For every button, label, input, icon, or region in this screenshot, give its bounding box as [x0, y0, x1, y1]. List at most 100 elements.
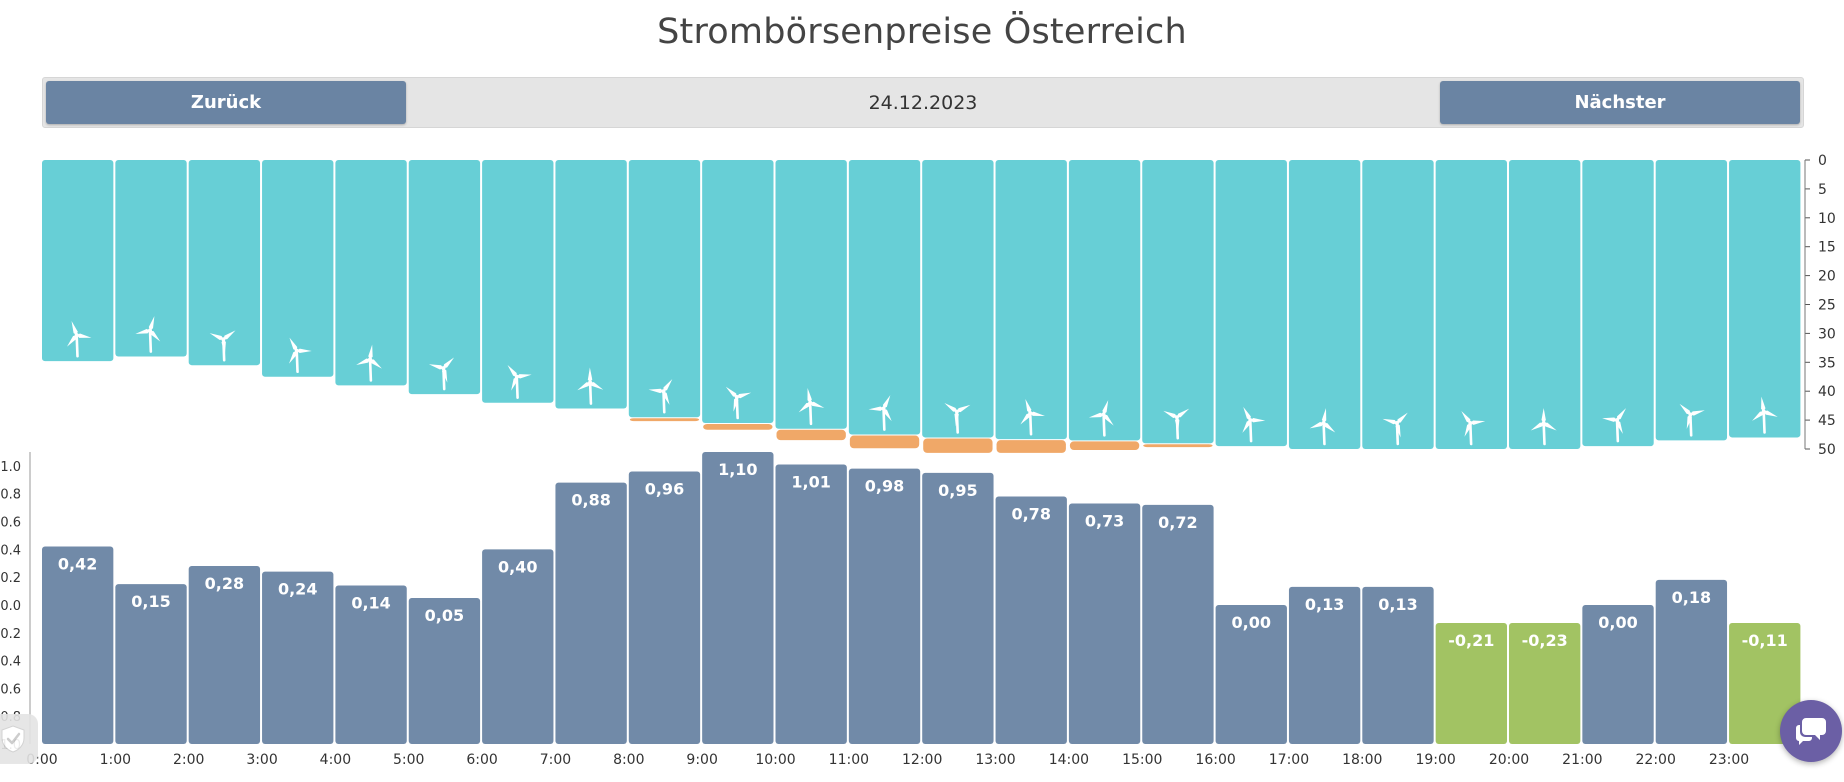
next-day-button[interactable]: Nächster: [1440, 81, 1800, 124]
price-value-label: 0,72: [1158, 513, 1197, 532]
wind-bar: [775, 160, 847, 429]
wind-turbine-icon: [725, 386, 752, 420]
previous-day-button[interactable]: Zurück: [46, 81, 406, 124]
turbine-tower: [1322, 421, 1326, 446]
price-value-label: 1,10: [718, 460, 757, 479]
turbine-blade: [1602, 417, 1618, 422]
hour-label: 6:00: [466, 752, 497, 768]
wind-bar: [42, 160, 114, 362]
price-tick-label: 0.4: [0, 543, 21, 558]
turbine-tower: [368, 358, 373, 382]
hour-label: 2:00: [173, 752, 204, 768]
wind-turbine-icon: [507, 364, 532, 400]
turbine-tower: [1028, 411, 1033, 436]
wind-bar: [1729, 160, 1801, 438]
gen-tick-label: 50: [1818, 442, 1836, 458]
turbine-hub: [294, 348, 299, 353]
wind-turbine-icon: [428, 357, 455, 391]
turbine-blade: [725, 386, 737, 397]
turbine-blade: [736, 392, 752, 399]
price-bar: [702, 452, 774, 744]
wind-turbine-icon: [577, 367, 604, 405]
turbine-blade: [71, 321, 78, 336]
turbine-hub: [808, 400, 813, 405]
wind-turbine-icon: [1602, 408, 1627, 443]
solar-bar: [1069, 441, 1140, 450]
price-value-label: 0,98: [865, 477, 904, 496]
turbine-blade: [1461, 411, 1471, 423]
turbine-hub: [1394, 421, 1399, 425]
price-bar: [1362, 586, 1434, 744]
page-title: Strombörsenpreise Österreich: [657, 12, 1187, 52]
turbine-hub: [368, 357, 373, 362]
price-bar: [1435, 622, 1507, 744]
price-value-label: 0,78: [1011, 504, 1050, 523]
turbine-tower: [1542, 421, 1546, 446]
price-value-label: 0,96: [645, 479, 684, 498]
wind-bar: [1215, 160, 1287, 447]
hour-label: 17:00: [1269, 752, 1309, 768]
turbine-blade: [956, 404, 971, 413]
turbine-blade: [1616, 420, 1623, 434]
hour-label: 20:00: [1489, 752, 1529, 768]
wind-turbine-icon: [648, 379, 673, 414]
price-tick-label: 0.2: [0, 571, 21, 586]
turbine-hub: [221, 337, 226, 342]
price-bar: [922, 472, 994, 744]
price-bar: [628, 471, 701, 744]
wind-bar: [335, 160, 407, 386]
wind-turbine-icon: [135, 316, 161, 353]
wind-bar: [555, 160, 627, 409]
wind-bar: [1288, 160, 1361, 449]
turbine-blade: [1617, 408, 1627, 421]
price-bar: [335, 585, 407, 744]
hour-label: 19:00: [1415, 752, 1455, 768]
price-value-label: 0,13: [1305, 595, 1344, 614]
wind-turbine-icon: [868, 395, 892, 431]
turbine-blade: [221, 339, 226, 355]
hour-label: 1:00: [100, 752, 131, 768]
consent-button[interactable]: [0, 714, 38, 764]
price-bar: [1215, 604, 1287, 744]
turbine-tower: [588, 381, 593, 405]
price-tick-label: 1.0: [0, 460, 21, 475]
gen-tick-label: 15: [1818, 240, 1836, 256]
wind-turbine-icon: [1679, 403, 1705, 437]
turbine-blade: [954, 411, 959, 427]
turbine-blade: [442, 368, 448, 383]
turbine-blade: [368, 344, 373, 360]
price-tick-label: 0.0: [0, 599, 21, 614]
gen-tick-label: 5: [1818, 182, 1827, 198]
solar-bar: [849, 435, 920, 449]
wind-bar: [848, 160, 921, 435]
price-value-label: -0,11: [1742, 631, 1788, 650]
turbine-blade: [1396, 412, 1408, 423]
turbine-blade: [1763, 410, 1778, 417]
turbine-blade: [1543, 422, 1557, 431]
turbine-blade: [810, 401, 825, 408]
turbine-hub: [1615, 418, 1620, 423]
turbine-blade: [1250, 418, 1266, 423]
turbine-blade: [882, 395, 891, 409]
hour-label: 13:00: [975, 752, 1015, 768]
price-bar: [115, 584, 187, 744]
gen-tick-label: 30: [1818, 326, 1836, 342]
turbine-blade: [587, 367, 593, 383]
wind-turbine-icon: [1309, 408, 1336, 446]
price-bar: [188, 566, 261, 744]
turbine-tower: [1762, 410, 1766, 434]
chat-button[interactable]: [1780, 700, 1842, 762]
price-tick-label: -0.4: [0, 655, 21, 670]
wind-turbine-icon: [209, 330, 236, 362]
price-bar: [1582, 604, 1654, 744]
price-bar: [1509, 622, 1581, 744]
turbine-hub: [1174, 415, 1179, 420]
hour-label: 16:00: [1195, 752, 1235, 768]
price-value-label: 0,73: [1085, 511, 1124, 530]
turbine-hub: [1101, 412, 1106, 417]
turbine-blade: [507, 364, 517, 377]
price-tick-label: 0.6: [0, 516, 21, 531]
turbine-blade: [1103, 414, 1114, 426]
price-bar: [1068, 503, 1141, 744]
